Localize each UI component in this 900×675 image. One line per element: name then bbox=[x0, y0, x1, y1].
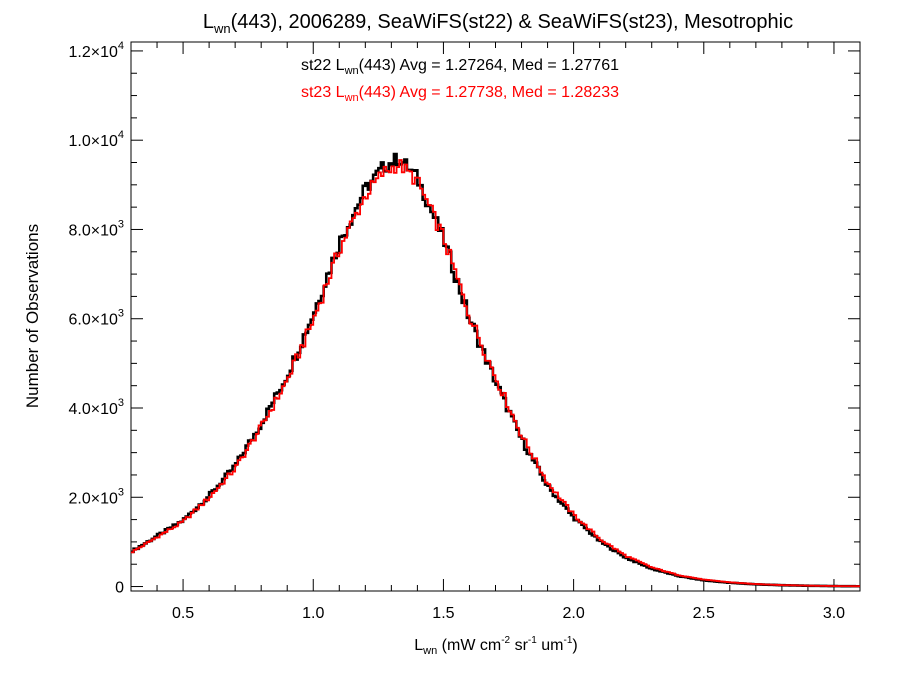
x-axis-label: Lwn (mW cm-2 sr-1 um-1) bbox=[414, 635, 577, 657]
x-tick-label: 2.0 bbox=[562, 605, 584, 622]
y-tick-label: 0 bbox=[115, 580, 124, 597]
y-tick-label: 8.0×103 bbox=[68, 218, 124, 239]
series-0-line bbox=[131, 152, 860, 588]
y-tick-label: 1.2×104 bbox=[68, 40, 124, 61]
x-tick-label: 1.0 bbox=[302, 605, 324, 622]
axis-ticks bbox=[130, 42, 861, 591]
y-axis-label: Number of Observations bbox=[23, 224, 42, 408]
y-tick-label: 1.0×104 bbox=[68, 129, 124, 150]
x-tick-label: 0.5 bbox=[172, 605, 194, 622]
tick-labels: 0.5 1.0 1.5 2.0 2.5 3.0 0 2.0×103 4.0×103 6.0×103… bbox=[68, 40, 845, 622]
legend-st23: st23 Lwn(443) Avg = 1.27738, Med = 1.282… bbox=[301, 84, 619, 104]
y-tick-label: 4.0×103 bbox=[68, 397, 124, 418]
series-1-line bbox=[131, 159, 860, 588]
y-tick-label: 2.0×103 bbox=[68, 486, 124, 507]
series-layer bbox=[131, 152, 860, 588]
x-tick-label: 1.5 bbox=[432, 605, 454, 622]
x-tick-label: 2.5 bbox=[693, 605, 715, 622]
x-tick-label: 3.0 bbox=[823, 605, 845, 622]
plot-frame bbox=[130, 41, 861, 592]
chart-title: Lwn(443), 2006289, SeaWiFS(st22) & SeaWi… bbox=[203, 11, 793, 36]
legend-st22: st22 Lwn(443) Avg = 1.27264, Med = 1.277… bbox=[301, 57, 619, 77]
y-tick-label: 6.0×103 bbox=[68, 308, 124, 329]
